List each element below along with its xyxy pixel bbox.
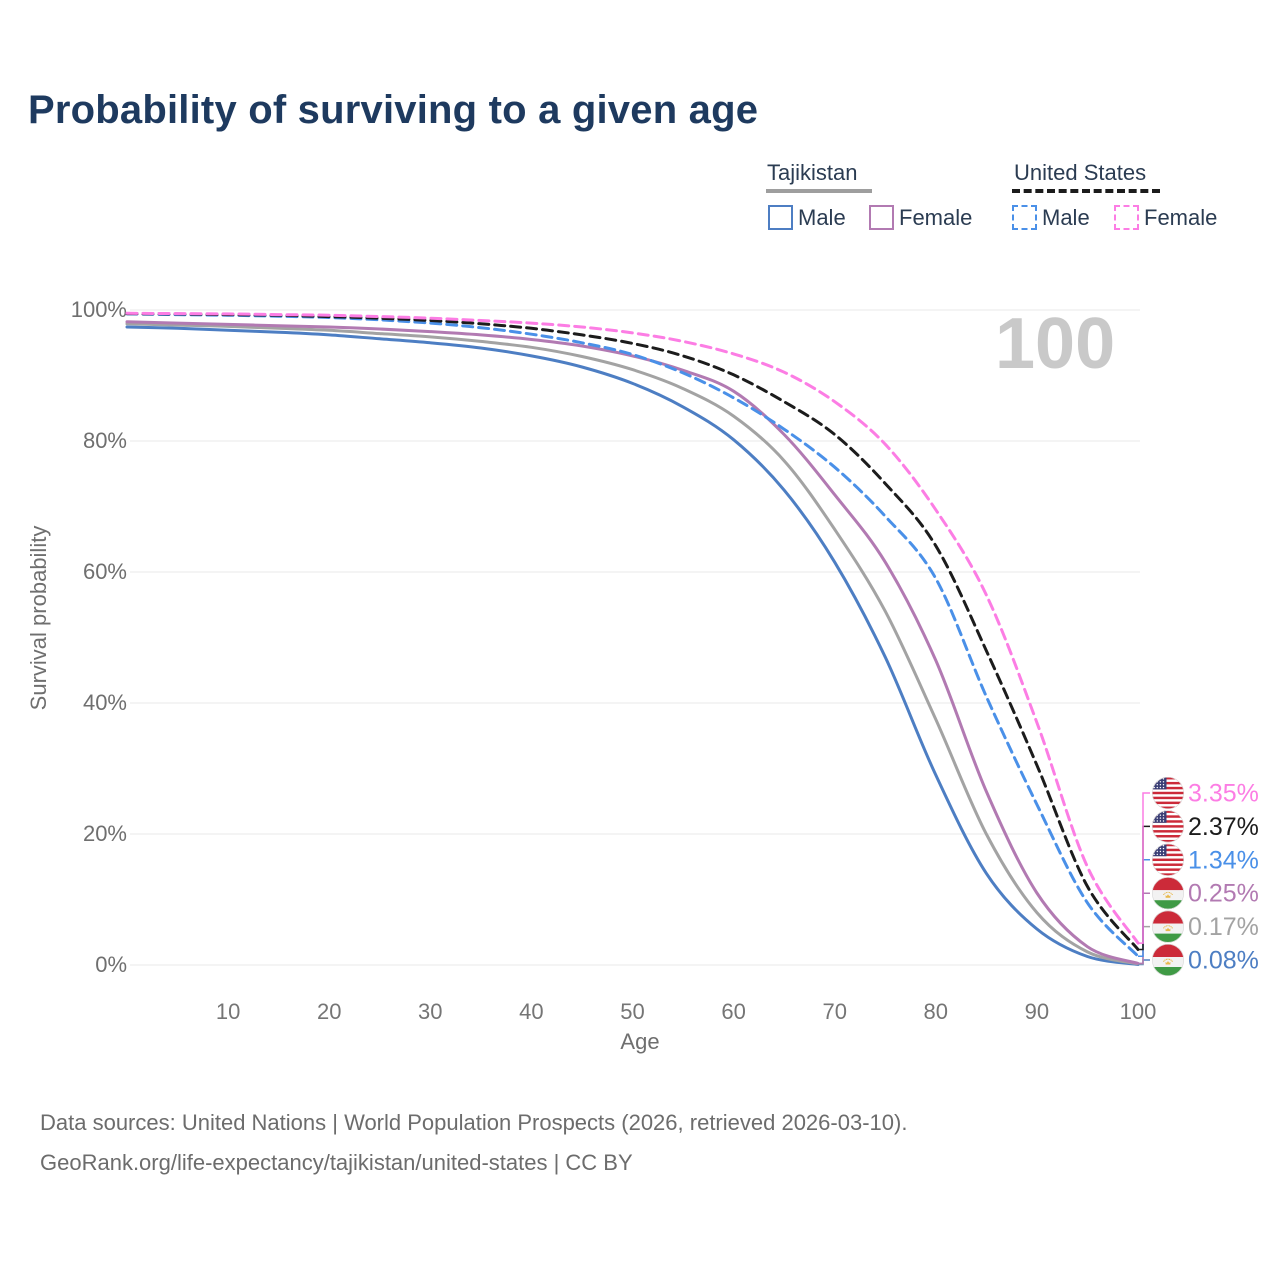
legend-group-title-tajikistan: Tajikistan <box>767 160 858 185</box>
united-states-flag-icon <box>1152 843 1184 876</box>
hover-age-watermark: 100 <box>995 304 1115 384</box>
x-axis-title: Age <box>620 1029 659 1054</box>
legend-underline-united-states <box>1012 189 1160 193</box>
footer-attribution: GeoRank.org/life-expectancy/tajikistan/u… <box>40 1150 633 1175</box>
x-tick-label: 90 <box>1025 999 1049 1024</box>
legend-underline-tajikistan <box>766 189 872 193</box>
curve-tajikistan-female[interactable] <box>125 320 1140 965</box>
x-tick-label: 20 <box>317 999 341 1024</box>
united-states-flag-icon <box>1152 810 1184 843</box>
tajikistan-flag-icon <box>1152 877 1184 910</box>
y-tick-label: 80% <box>83 428 127 453</box>
end-label-value: 1.34% <box>1188 846 1259 874</box>
legend-label-united-states-female[interactable]: Female <box>1144 205 1218 230</box>
legend-group-title-united-states: United States <box>1014 160 1147 185</box>
page-title: Probability of surviving to a given age <box>28 88 759 132</box>
end-label-value: 2.37% <box>1188 813 1259 841</box>
y-tick-label: 60% <box>83 559 127 584</box>
y-axis-title: Survival probability <box>26 526 51 711</box>
curve-tajikistan-male[interactable] <box>125 325 1140 966</box>
legend-swatch-united-states-male[interactable] <box>1012 205 1037 230</box>
tajikistan-flag-icon <box>1152 910 1184 943</box>
y-tick-label: 100% <box>71 297 127 322</box>
plot-area[interactable] <box>130 300 1140 970</box>
end-label-connector <box>1138 792 1150 944</box>
end-label-value: 0.08% <box>1188 947 1259 975</box>
legend-swatch-tajikistan-male[interactable] <box>768 205 793 230</box>
x-tick-label: 30 <box>418 999 442 1024</box>
legend-label-united-states-male[interactable]: Male <box>1042 205 1090 230</box>
x-tick-label: 50 <box>620 999 644 1024</box>
end-label-value: 0.17% <box>1188 913 1259 941</box>
footer-data-sources: Data sources: United Nations | World Pop… <box>40 1110 908 1135</box>
x-tick-label: 100 <box>1120 999 1157 1024</box>
legend-swatch-united-states-female[interactable] <box>1114 205 1139 230</box>
legend-label-tajikistan-female[interactable]: Female <box>899 205 973 230</box>
curve-tajikistan-both-sexes[interactable] <box>125 322 1140 966</box>
x-tick-label: 10 <box>216 999 240 1024</box>
curve-united-states-female[interactable] <box>125 311 1140 945</box>
united-states-flag-icon <box>1152 777 1184 809</box>
end-label-value: 0.25% <box>1188 880 1259 908</box>
legend-label-tajikistan-male[interactable]: Male <box>798 205 846 230</box>
x-tick-label: 70 <box>822 999 846 1024</box>
y-tick-label: 0% <box>95 952 127 977</box>
end-label-value: 3.35% <box>1188 780 1259 808</box>
legend-swatch-tajikistan-female[interactable] <box>869 205 894 230</box>
x-tick-label: 80 <box>924 999 948 1024</box>
x-tick-label: 40 <box>519 999 543 1024</box>
tajikistan-flag-icon <box>1152 944 1184 976</box>
y-tick-label: 40% <box>83 690 127 715</box>
y-tick-label: 20% <box>83 821 127 846</box>
x-tick-label: 60 <box>721 999 745 1024</box>
